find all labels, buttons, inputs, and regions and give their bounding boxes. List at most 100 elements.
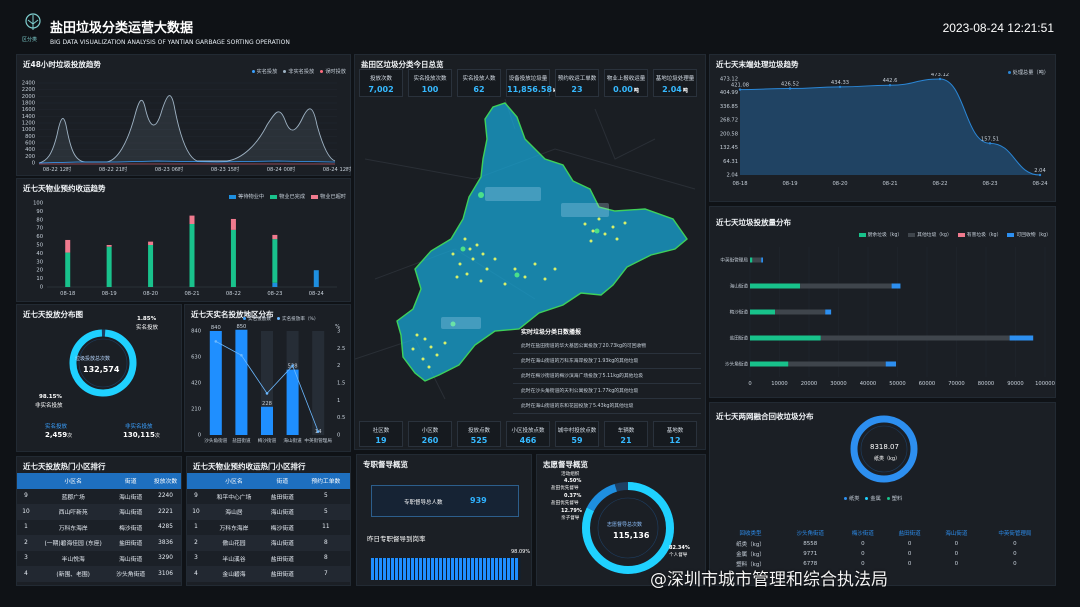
table-header: 海山街道 xyxy=(945,531,968,537)
bar-可回收物（kg） xyxy=(891,283,901,289)
y-tick-label: 210 xyxy=(191,407,201,413)
donut-individual-arc xyxy=(582,482,674,574)
stat-card: 预约收运工单数 23 xyxy=(555,69,599,97)
table-cell: 0 xyxy=(861,561,865,567)
attendance-bar-fill xyxy=(371,558,519,580)
feed-item: 此时在沙头角街道的天利公寓投放了1.77kg的其他垃圾 xyxy=(513,384,701,399)
y-tick-label: 473.12 xyxy=(720,77,738,83)
series-non-real-line xyxy=(38,95,336,164)
data-label: 426.52 xyxy=(781,81,799,87)
table-cell: 0 xyxy=(861,541,865,547)
stat-value: 260 xyxy=(421,436,439,445)
table-row[interactable]: 4 (新围、老围) 沙头角街道 3106 xyxy=(17,566,181,582)
table-cell: 海山居 xyxy=(205,504,263,520)
table-cell: 3 xyxy=(187,550,205,566)
table-row[interactable]: 3 半山悦海 海山街道 3290 xyxy=(17,550,181,566)
data-label: 473.12 xyxy=(931,73,949,78)
attendance-value: 98.09% xyxy=(511,549,531,555)
x-tick-label: 70000 xyxy=(948,381,965,387)
bar-等待物业中 xyxy=(313,270,319,287)
table-row[interactable]: 9 和平中心广场 盐田街道 5 xyxy=(187,488,350,504)
stat-label: 小区投放点数 xyxy=(511,428,545,434)
x-tick-label: 中英街管理局 xyxy=(304,437,332,444)
table-cell: 1 xyxy=(17,519,35,535)
panel-hot-communities: 近七天投放热门小区排行 小区名 街道 投放次数 9 蓝郡广场 海山街道 2240 10 西山吓… xyxy=(16,456,182,586)
y-tick-label: 420 xyxy=(191,381,201,387)
panel-property-trend: 近七天物业预约收运趋势 等待物业中 物业已完成 物业已超时 100 90 80 70 6… xyxy=(16,178,351,302)
data-label: 421.08 xyxy=(731,83,749,89)
table-cell: 2 xyxy=(187,535,205,551)
bar-其他垃圾（kg） xyxy=(800,283,892,289)
table-cell: 3290 xyxy=(150,550,181,566)
table-cell: 0 xyxy=(907,541,912,547)
pct-individual: 82.34% xyxy=(669,545,690,551)
stat-label: 车辆数 xyxy=(617,428,635,434)
y-tick-label: 2400 xyxy=(22,81,35,87)
data-label: 434.33 xyxy=(831,80,849,86)
table-row[interactable]: 4 金山碧海 盐田街道 7 xyxy=(187,566,350,582)
panel-title: 志愿督导概览 xyxy=(543,460,588,469)
bar-厨余垃圾（kg） xyxy=(750,335,821,341)
table-cell: 盐田街道 xyxy=(111,535,151,551)
bar-bg xyxy=(312,331,325,435)
stat-label: 设备投放垃圾量 xyxy=(508,76,548,82)
bottom-stat-card: 城中村投放点数 59 xyxy=(555,421,599,447)
yantian-map[interactable] xyxy=(355,99,707,419)
data-label: 157.51 xyxy=(981,136,999,142)
feed-item: 此时在海山街道的万科东海岸投放了1.93kg的其他垃圾 xyxy=(513,354,701,369)
bar-可回收物（kg） xyxy=(825,309,832,315)
recycling-table: 回收类型 沙头角街道 梅沙街道 盐田街道 海山街道 中英街管理局 纸类（kg） 8558 0 0… xyxy=(720,527,1050,569)
y-tick-label: 盐田街道 xyxy=(730,335,749,342)
recycling-donut xyxy=(850,415,918,483)
x-tick-label: 08-23 06时 xyxy=(155,165,184,173)
table-cell: (一期)碧海佳园 (东座) xyxy=(35,535,112,551)
table-row[interactable]: 2 傲山花园 海山街道 8 xyxy=(187,535,350,551)
y-tick-label: 50 xyxy=(36,243,43,249)
stat-value: 11,856.58kg xyxy=(507,85,560,94)
table-row[interactable]: 9 蓝郡广场 海山街道 2240 xyxy=(17,488,181,504)
x-tick-label: 海山街道 xyxy=(283,437,302,444)
label-priority: 盐田优先督导 xyxy=(551,486,579,491)
table-row[interactable]: 10 西山吓新苑 海山街道 2221 xyxy=(17,504,181,520)
table-cell: 海山街道 xyxy=(262,504,302,520)
table-cell: 0 xyxy=(954,561,959,567)
table-row[interactable]: 2 (一期)碧海佳园 (东座) 盐田街道 3836 xyxy=(17,535,181,551)
bar-物业已完成 xyxy=(106,246,112,287)
table-cell: 0 xyxy=(954,541,959,547)
panel-title: 盐田区垃圾分类今日总览 xyxy=(361,60,444,69)
y-tick-label: 132.45 xyxy=(720,145,738,151)
table-cell: 2 xyxy=(17,535,35,551)
panel-distribution: 近七天投放分布图 垃圾投放总次数 132,574 1.85% 实名投放 98.1… xyxy=(16,304,182,452)
table-row[interactable]: 1 万科东海岸 梅沙街道 4285 xyxy=(17,519,181,535)
panel-title: 近七天物业预约收运趋势 xyxy=(23,184,106,193)
table-cell: 11 xyxy=(301,519,350,535)
table-cell: 塑料（kg） xyxy=(736,562,765,568)
bar-厨余垃圾（kg） xyxy=(750,309,776,315)
bar-real-count xyxy=(286,369,299,435)
x-tick-label: 90000 xyxy=(1007,381,1024,387)
table-cell: 4 xyxy=(17,566,35,582)
table-cell: 1 xyxy=(187,519,205,535)
table-row[interactable]: 1 万科东海岸 梅沙街道 11 xyxy=(187,519,350,535)
panel-hot-property: 近七天物业预约收运热门小区排行 小区名 街道 预约工单数 9 和平中心广场 盐田街道 5 1… xyxy=(186,456,351,586)
table-cell: 10 xyxy=(17,504,35,520)
table-cell: 9771 xyxy=(803,551,818,557)
table-row[interactable]: 10 海山居 海山街道 5 xyxy=(187,504,350,520)
stat-card: 实名投放人数 62 xyxy=(457,69,501,97)
series-real-line xyxy=(38,160,336,164)
stat-label: 投放次数 xyxy=(369,76,392,82)
x-tick-label: 08-24 xyxy=(309,291,325,297)
hot-communities-table: 小区名 街道 投放次数 9 蓝郡广场 海山街道 2240 10 西山吓新苑 海山街道 2221 1 万… xyxy=(17,473,181,582)
y-tick-label: 90 xyxy=(36,209,43,215)
table-cell: 0 xyxy=(1013,551,1017,557)
x-tick-label: 08-23 15时 xyxy=(211,165,240,173)
table-cell: 海山街道 xyxy=(111,504,151,520)
y-tick-label: 10 xyxy=(36,276,43,282)
table-header: 梅沙街道 xyxy=(851,531,874,537)
y-tick-label: 中英街管理局 xyxy=(720,257,748,264)
table-cell: 0 xyxy=(1013,541,1017,547)
panel-title: 近七天投放热门小区排行 xyxy=(23,462,106,471)
x-tick-label: 沙头角街道 xyxy=(204,437,227,444)
table-cell: 9 xyxy=(17,488,35,504)
table-row[interactable]: 3 半山溪谷 盐田街道 8 xyxy=(187,550,350,566)
